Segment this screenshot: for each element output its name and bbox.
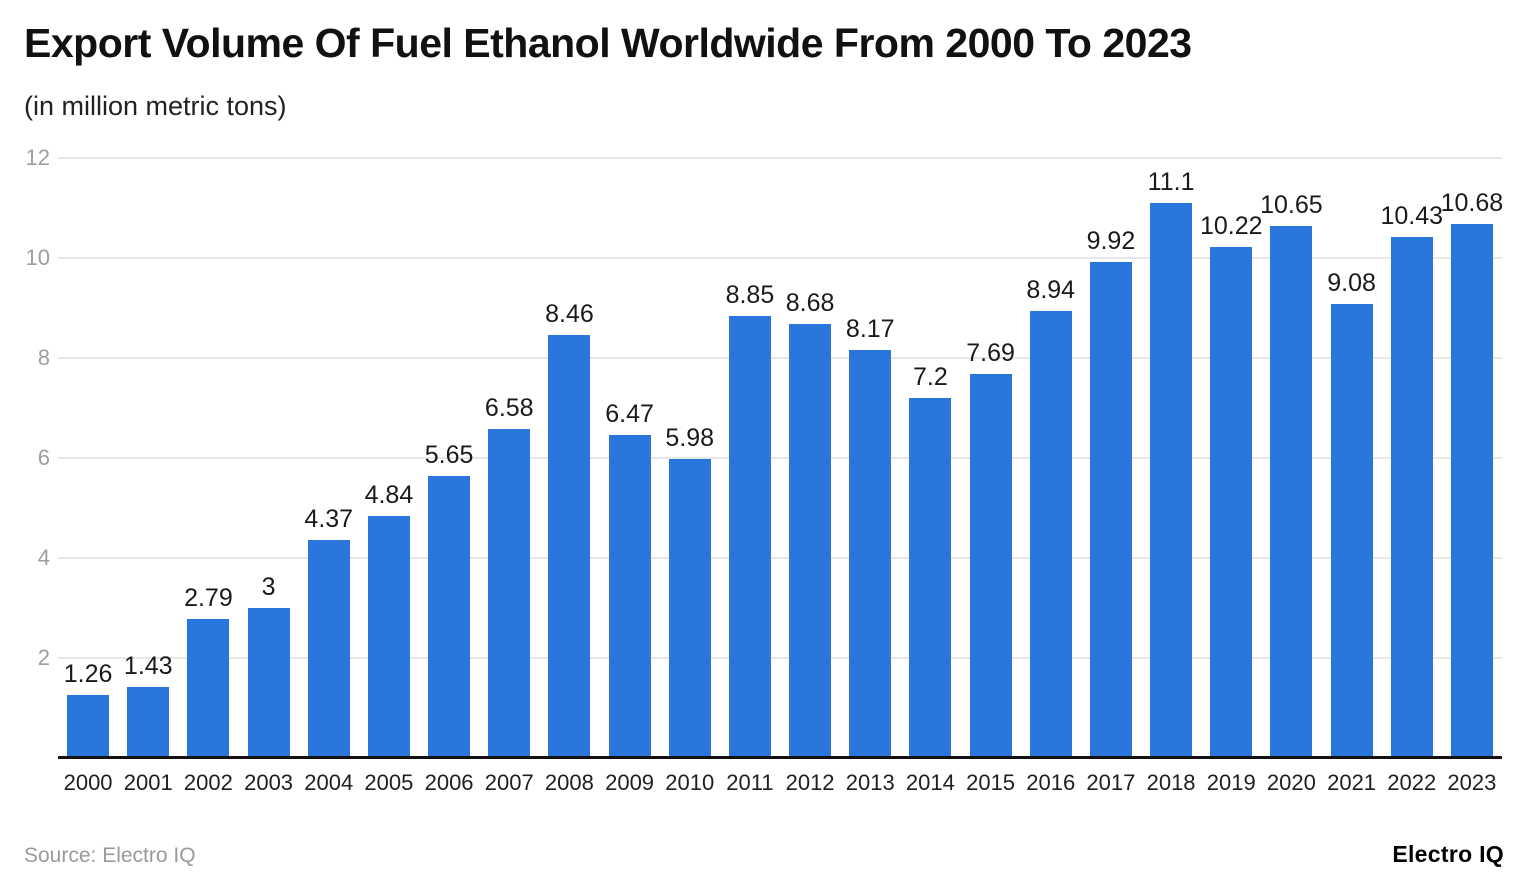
bar-value-label-2004: 4.37 [304,504,354,533]
bar-value-label-2022: 10.43 [1380,201,1444,230]
bar-2006[interactable] [428,475,471,758]
gridline-12 [58,157,1502,159]
bar-2018[interactable] [1150,203,1193,758]
bar-value-label-2000: 1.26 [63,660,113,688]
brand-logo: Electro IQ [1392,841,1504,867]
bar-value-label-2013: 8.17 [845,314,895,343]
x-tick-label-2008: 2008 [544,770,594,795]
bar-2005[interactable] [367,516,410,758]
x-tick-label-2012: 2012 [785,770,835,795]
gridline-6 [58,457,1502,459]
bar-2002[interactable] [187,618,230,758]
x-tick-label-2006: 2006 [424,770,474,795]
bar-2015[interactable] [969,373,1012,758]
bar-value-label-2021: 9.08 [1327,269,1376,297]
bar-value-label-2023: 10.68 [1440,189,1504,217]
bar-2016[interactable] [1029,311,1072,758]
x-tick-label-2015: 2015 [966,770,1016,795]
bar-value-label-2002: 2.79 [184,583,233,612]
bar-2014[interactable] [909,398,952,758]
gridline-10 [58,257,1502,259]
gridline-4 [58,557,1502,559]
bar-2007[interactable] [488,429,531,758]
y-tick-label-8: 8 [37,345,50,370]
bar-2013[interactable] [849,349,892,758]
y-tick-label-4: 4 [37,545,50,570]
bar-2022[interactable] [1390,236,1433,758]
bar-value-label-2007: 6.58 [484,394,534,422]
bar-value-label-2008: 8.46 [545,300,594,328]
x-tick-label-2011: 2011 [726,770,774,795]
x-tick-label-2002: 2002 [183,770,233,795]
x-tick-label-2018: 2018 [1146,770,1196,795]
bar-value-label-2009: 6.47 [605,399,654,428]
bar-value-label-2005: 4.84 [364,481,414,509]
bar-value-label-2017: 9.92 [1086,227,1136,255]
bar-2021[interactable] [1330,304,1373,758]
bar-value-label-2015: 7.69 [966,338,1015,367]
bar-2000[interactable] [67,695,110,758]
bar-value-label-2010: 5.98 [665,424,715,452]
bar-2011[interactable] [728,315,771,758]
y-tick-label-12: 12 [25,145,50,170]
bar-value-label-2014: 7.2 [913,363,948,391]
bar-value-label-2012: 8.68 [785,289,835,317]
bar-value-label-2016: 8.94 [1026,276,1076,304]
gridline-2 [58,657,1502,659]
y-tick-label-6: 6 [37,445,50,470]
x-axis-line [58,756,1502,759]
x-tick-label-2023: 2023 [1447,770,1497,795]
bar-2012[interactable] [789,324,832,758]
bar-2019[interactable] [1210,247,1253,758]
source-note: Source: Electro IQ [24,844,196,867]
plot-area: 2 4 6 8 10 12 1.26 2000 1.43 2001 2.79 2002 3 2003 4.3… [26,147,1504,796]
x-tick-label-2019: 2019 [1206,770,1256,795]
x-tick-label-2014: 2014 [905,770,955,795]
page-title: Export Volume Of Fuel Ethanol Worldwide … [24,20,1192,66]
bar-2001[interactable] [127,686,170,758]
bar-2003[interactable] [247,608,290,758]
x-tick-label-2013: 2013 [845,770,895,795]
bar-2004[interactable] [307,539,350,758]
gridline-8 [58,357,1502,359]
bar-2009[interactable] [608,434,651,758]
bar-2017[interactable] [1089,262,1132,758]
bar-value-label-2020: 10.65 [1260,190,1323,219]
x-tick-label-2016: 2016 [1026,770,1076,795]
x-tick-label-2022: 2022 [1387,770,1437,795]
x-tick-label-2000: 2000 [63,770,113,795]
bar-2020[interactable] [1270,225,1313,758]
bar-2010[interactable] [668,459,711,758]
bar-value-label-2006: 5.65 [424,440,474,469]
x-tick-label-2001: 2001 [123,770,173,795]
y-tick-label-2: 2 [37,645,50,670]
x-tick-label-2021: 2021 [1327,770,1377,795]
x-tick-label-2017: 2017 [1086,770,1136,795]
bar-value-label-2018: 11.1 [1147,168,1195,196]
bar-2023[interactable] [1450,224,1493,758]
x-tick-label-2009: 2009 [605,770,655,795]
bar-value-label-2003: 3 [261,573,276,601]
x-tick-label-2007: 2007 [484,770,534,795]
bar-2008[interactable] [548,335,591,758]
bar-value-label-2011: 8.85 [725,280,775,309]
x-tick-label-2010: 2010 [665,770,715,795]
bar-value-label-2019: 10.22 [1199,212,1263,240]
bar-value-label-2001: 1.43 [123,651,173,680]
x-tick-label-2004: 2004 [304,770,354,795]
page-subtitle: (in million metric tons) [24,91,287,121]
x-tick-label-2003: 2003 [244,770,294,795]
x-tick-label-2020: 2020 [1266,770,1316,795]
x-tick-label-2005: 2005 [364,770,414,795]
y-tick-label-10: 10 [25,245,50,270]
